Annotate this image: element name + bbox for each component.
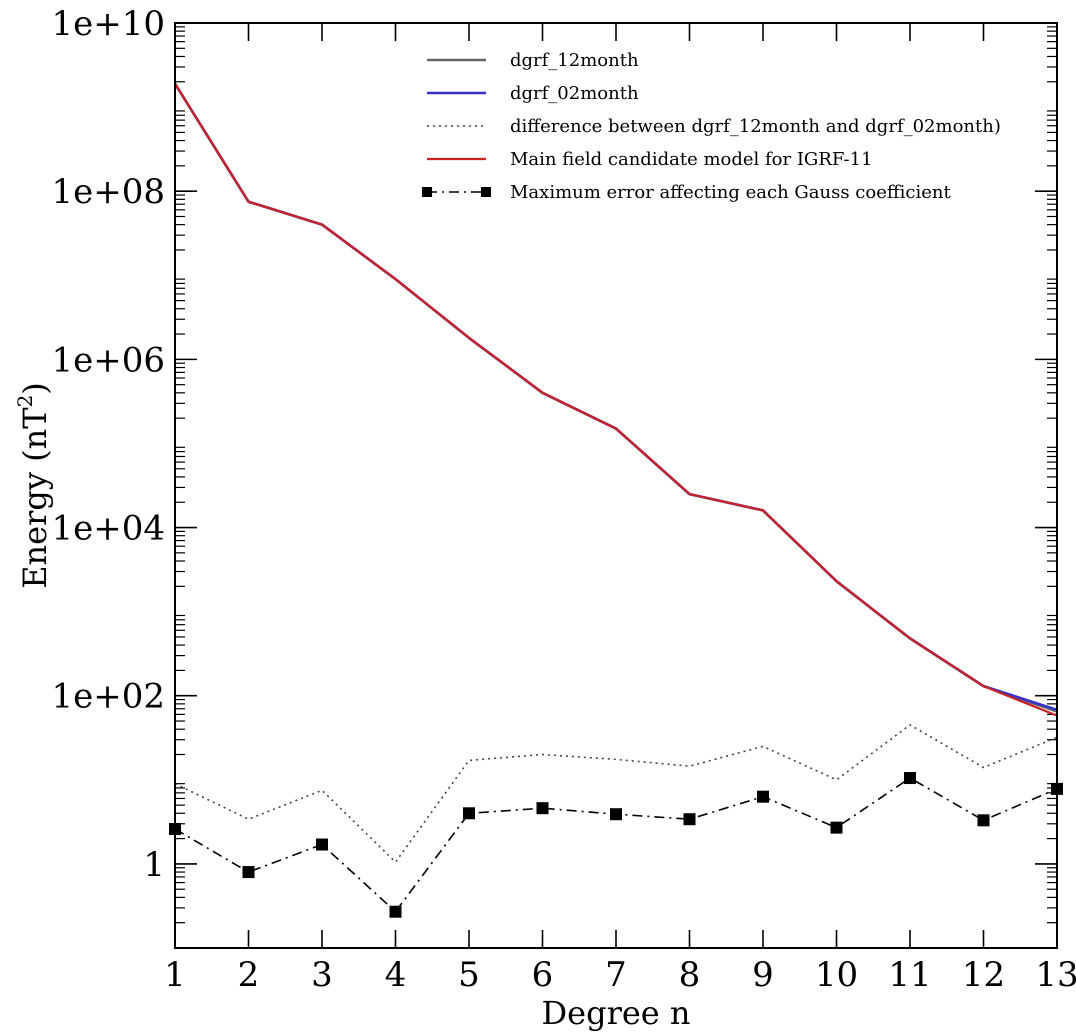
y-axis-title-main: Energy (nT [16,407,54,589]
series-line-4 [174,777,1058,913]
legend: dgrf_12month dgrf_02month difference betwe… [422,50,1001,203]
series-line-1 [173,83,1058,712]
x-axis-title: Degree n [541,994,690,1032]
y-tick-label: 1e+08 [51,172,165,212]
x-tick-label: 8 [679,955,701,995]
y-tick-label: 1 [143,845,165,885]
x-tick-label: 11 [888,955,931,995]
data-markers [169,772,1063,918]
y-tick-label: 1e+06 [51,340,165,380]
x-tick-labels: 1 2 3 4 5 6 7 8 9 10 11 12 13 [164,955,1076,995]
x-tick-label: 5 [458,955,480,995]
x-tick-label: 9 [752,955,774,995]
y-tick-label: 1e+02 [51,677,165,717]
legend-marker-square [481,187,491,197]
marker-square [830,821,843,834]
marker-square [463,807,475,820]
marker-square [977,814,990,827]
marker-square [242,866,255,879]
x-tick-label: 1 [164,955,186,995]
marker-square [389,905,402,918]
plot-frame [174,22,1058,949]
marker-square [757,790,769,803]
legend-label-0: dgrf_12month [510,50,639,71]
series-line-0 [173,83,1058,713]
y-axis-title: Energy (nT2) [13,382,54,589]
x-tick-label: 2 [238,955,260,995]
y-tick-label: 1e+04 [51,509,165,549]
y-tick-label: 1e+10 [51,4,165,44]
x-tick-label: 6 [532,955,554,995]
legend-label-2: difference between dgrf_12month and dgrf… [510,116,1001,137]
marker-square [316,838,328,851]
y-axis-title-superscript: 2 [13,395,37,408]
legend-label-1: dgrf_02month [510,83,639,104]
y-minor-ticks [175,26,1057,924]
x-tick-label: 3 [311,955,333,995]
legend-label-3: Main field candidate model for IGRF-11 [510,149,873,170]
x-tick-label: 12 [962,955,1005,995]
x-tick-label: 13 [1035,955,1076,995]
marker-square [610,808,622,821]
series-line-2 [174,724,1058,863]
y-axis-title-tail: ) [16,382,54,394]
series-line-3 [174,83,1058,717]
marker-square [683,813,696,826]
legend-label-4: Maximum error affecting each Gauss coeff… [510,182,952,203]
x-tick-label: 7 [605,955,627,995]
legend-marker-square [422,187,432,197]
series-layer [173,83,1058,913]
y-tick-labels: 1 1e+02 1e+04 1e+06 1e+08 1e+10 [51,4,165,885]
x-tick-label: 4 [385,955,407,995]
marker-square [536,802,549,815]
x-tick-label: 10 [815,955,858,995]
marker-square [904,772,916,785]
